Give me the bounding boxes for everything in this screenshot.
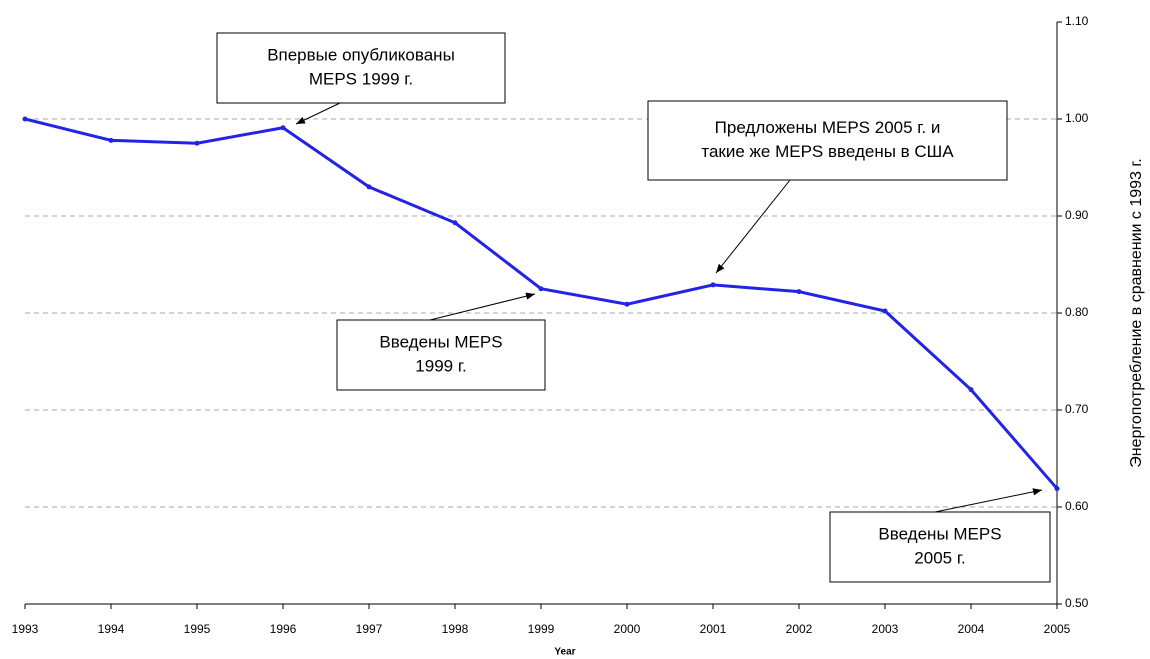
annotation-text: Введены MEPS <box>379 332 502 351</box>
annotation-text: Впервые опубликованы <box>267 45 455 64</box>
point <box>796 289 802 295</box>
y-tick-label: 1.00 <box>1065 111 1089 125</box>
y-tick-label: 1.10 <box>1065 14 1089 28</box>
point <box>366 184 372 190</box>
annotation-text: 2005 г. <box>914 548 965 567</box>
x-tick-label: 1997 <box>356 622 383 636</box>
x-tick-label: 2005 <box>1044 622 1071 636</box>
x-tick-label: 2004 <box>958 622 985 636</box>
x-tick-label: 2002 <box>786 622 813 636</box>
annotation-text: MEPS 1999 г. <box>309 69 413 88</box>
point <box>538 286 544 292</box>
annotation-box <box>647 100 1008 181</box>
point <box>194 140 200 146</box>
annotation-text: 1999 г. <box>415 356 466 375</box>
point <box>1054 486 1060 492</box>
y-tick-label: 0.80 <box>1065 305 1089 319</box>
x-tick-label: 1998 <box>442 622 469 636</box>
annotation-text: Предложены MEPS 2005 г. и <box>715 118 941 137</box>
x-tick-label: 1996 <box>270 622 297 636</box>
annotation-arrow <box>934 488 1043 513</box>
x-tick-label: 1995 <box>184 622 211 636</box>
y-tick-label: 0.50 <box>1065 596 1089 610</box>
x-tick-label: 1993 <box>12 622 39 636</box>
point <box>882 308 888 314</box>
annotation-box <box>829 511 1051 583</box>
x-tick-label: 2001 <box>700 622 727 636</box>
x-tick-label: 1999 <box>528 622 555 636</box>
x-tick-label: 1994 <box>98 622 125 636</box>
x-tick-label: 2000 <box>614 622 641 636</box>
y-tick-label: 0.60 <box>1065 499 1089 513</box>
point <box>22 116 28 122</box>
annotation-arrow <box>295 102 341 125</box>
annotation-box <box>216 32 506 104</box>
annotation-arrow <box>715 179 791 274</box>
annotation-box <box>336 319 546 391</box>
y-tick-label: 0.70 <box>1065 402 1089 416</box>
point <box>280 125 286 131</box>
x-tick-label: 2003 <box>872 622 899 636</box>
y-axis-title: Энергопотребление в сравнении с 1993 г. <box>1128 158 1145 467</box>
annotation-text: Введены MEPS <box>878 524 1001 543</box>
annotation-arrow <box>429 292 536 321</box>
y-tick-label: 0.90 <box>1065 208 1089 222</box>
point <box>710 282 716 288</box>
point <box>452 220 458 226</box>
annotation-text: такие же MEPS введены в США <box>701 142 954 161</box>
x-axis-title: Year <box>554 647 575 658</box>
point <box>624 301 630 307</box>
point <box>968 387 974 393</box>
point <box>108 137 114 143</box>
